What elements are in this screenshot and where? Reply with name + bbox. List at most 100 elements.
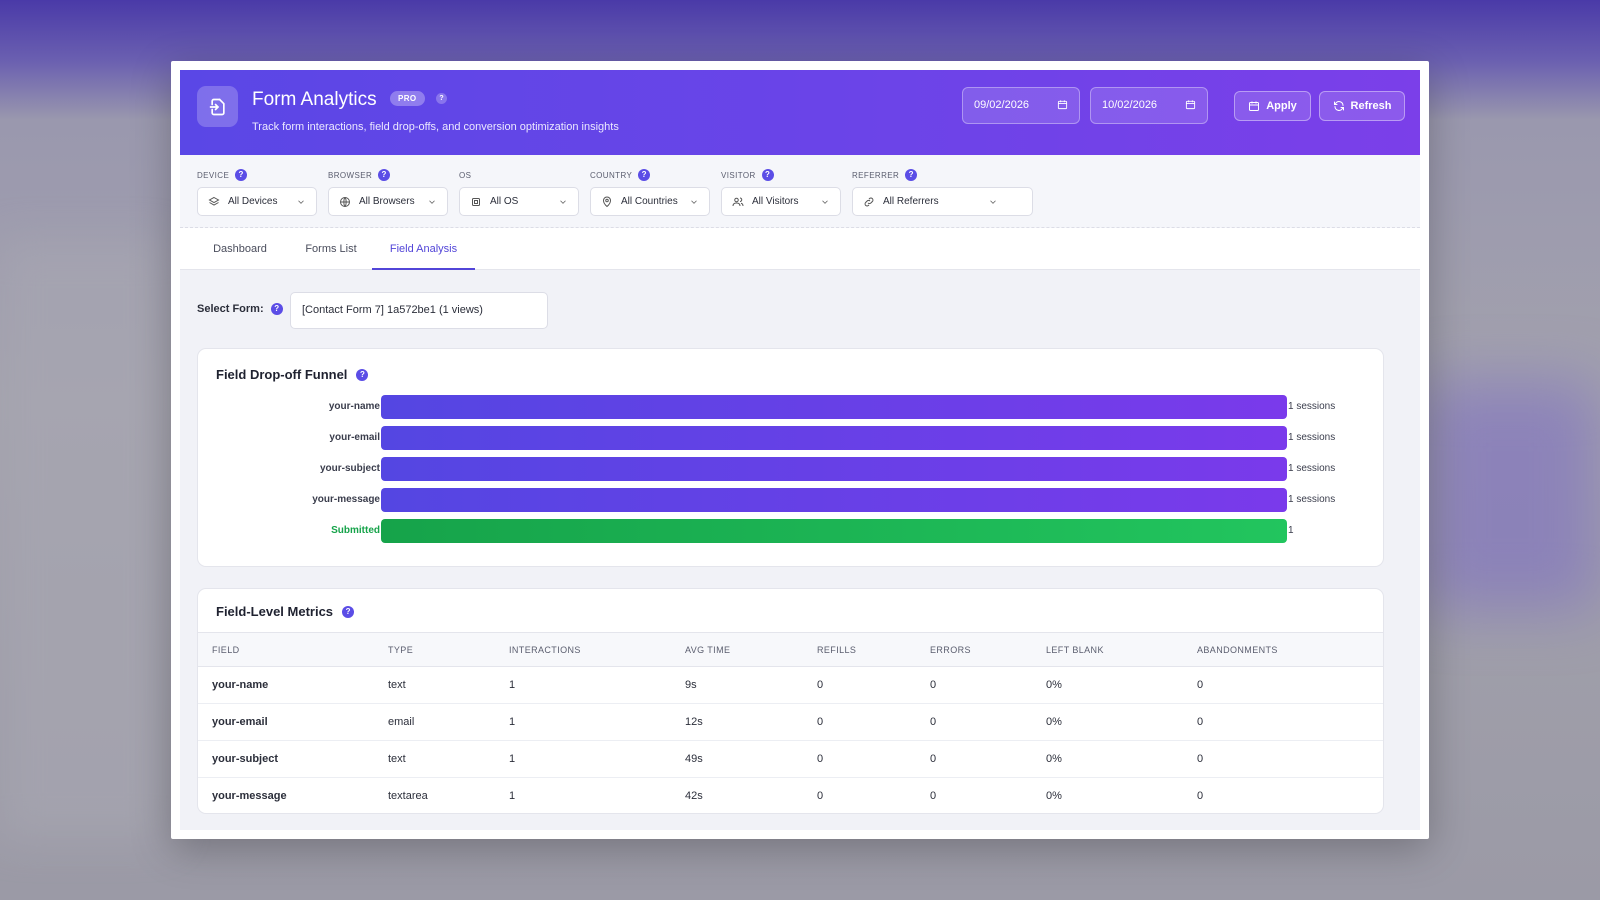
table-cell: 0 [916, 703, 1032, 741]
filter-label: DEVICE [197, 170, 230, 180]
help-icon[interactable]: ? [270, 303, 283, 315]
browser-value: All Browsers [359, 196, 415, 207]
end-date-input[interactable]: 10/02/2026 [1090, 87, 1208, 124]
help-icon[interactable]: ? [436, 93, 447, 104]
page-title: Form Analytics [252, 89, 377, 110]
map-pin-icon [602, 196, 612, 207]
filter-referrer: REFERRER? All Referrers [852, 168, 1033, 216]
apply-label: Apply [1266, 100, 1297, 112]
field-name-cell: your-message [212, 790, 287, 803]
table-cell: 49s [671, 740, 803, 778]
start-date-value: 09/02/2026 [974, 99, 1030, 111]
funnel-bar [381, 395, 1287, 419]
column-header: INTERACTIONS [495, 632, 671, 667]
globe-icon [340, 196, 350, 207]
pro-badge: PRO [390, 91, 425, 106]
metrics-title-text: Field-Level Metrics [216, 604, 334, 619]
apply-button[interactable]: Apply [1234, 91, 1311, 121]
funnel-row-label: your-message [312, 494, 380, 505]
funnel-bar-submitted [381, 519, 1287, 543]
funnel-card: Field Drop-off Funnel ? your-name 1 sessi… [197, 348, 1384, 567]
browser-select[interactable]: All Browsers [328, 187, 448, 216]
tab-dashboard[interactable]: Dashboard [213, 243, 267, 255]
calendar-icon[interactable] [1057, 99, 1068, 110]
end-date-value: 10/02/2026 [1102, 99, 1158, 111]
filter-label: VISITOR [721, 170, 756, 180]
field-name-cell: your-email [198, 703, 374, 741]
column-header: AVG TIME [671, 632, 803, 667]
filter-browser: BROWSER? All Browsers [328, 168, 448, 216]
select-form-label: Select Form: ? [197, 303, 283, 315]
table-cell: 0% [1032, 666, 1183, 704]
os-select[interactable]: All OS [459, 187, 579, 216]
funnel-row-count: 1 [1288, 525, 1294, 536]
table-cell: 42s [685, 790, 703, 803]
tab-forms-list[interactable]: Forms List [305, 243, 357, 255]
metrics-title: Field-Level Metrics ? [216, 604, 355, 619]
table-row: your-name text 1 9s 0 0 0% 0 [198, 666, 1383, 704]
start-date-input[interactable]: 09/02/2026 [962, 87, 1080, 124]
referrer-select[interactable]: All Referrers [852, 187, 1033, 216]
chevron-down-icon [691, 199, 697, 204]
column-header: TYPE [374, 632, 495, 667]
visitor-select[interactable]: All Visitors [721, 187, 841, 216]
country-value: All Countries [621, 196, 678, 207]
form-select[interactable]: [Contact Form 7] 1a572be1 (1 views) [290, 292, 548, 329]
table-cell: 0% [1032, 740, 1183, 778]
help-icon[interactable]: ? [356, 368, 369, 381]
chevron-down-icon [298, 199, 304, 204]
table-row: your-email email 1 12s 0 0 0% 0 [198, 703, 1383, 741]
table-cell: text [374, 740, 495, 778]
filter-visitor: VISITOR? All Visitors [721, 168, 841, 216]
visitor-value: All Visitors [752, 196, 799, 207]
table-cell: 0 [916, 740, 1032, 778]
funnel-title: Field Drop-off Funnel ? [216, 367, 369, 382]
column-header: FIELD [198, 632, 374, 667]
column-header: REFILLS [803, 632, 916, 667]
filter-label: REFERRER [852, 170, 900, 180]
table-cell: 0 [1197, 790, 1204, 803]
help-icon[interactable]: ? [638, 169, 651, 181]
table-cell: text [374, 666, 495, 704]
funnel-row: your-name 1 sessions [198, 395, 1385, 419]
users-icon [732, 197, 744, 206]
tab-field-analysis[interactable]: Field Analysis [372, 228, 475, 270]
page-subtitle: Track form interactions, field drop-offs… [252, 121, 619, 133]
funnel-row: your-subject 1 sessions [198, 457, 1385, 481]
funnel-bar [381, 426, 1287, 450]
column-header: LEFT BLANK [1032, 632, 1183, 667]
country-select[interactable]: All Countries [590, 187, 710, 216]
funnel-title-text: Field Drop-off Funnel [216, 367, 348, 382]
help-icon[interactable]: ? [235, 169, 248, 181]
calendar-icon[interactable] [1185, 99, 1196, 110]
os-value: All OS [490, 196, 519, 207]
help-icon[interactable]: ? [761, 169, 774, 181]
column-header: ABANDONMENTS [1183, 632, 1383, 667]
refresh-icon [1333, 101, 1344, 111]
funnel-row-label: your-email [329, 432, 380, 443]
help-icon[interactable]: ? [378, 169, 391, 181]
funnel-row-count: 1 sessions [1288, 463, 1336, 474]
table-cell: 1 [495, 666, 671, 704]
funnel-row-count: 1 sessions [1288, 401, 1336, 412]
layers-icon [208, 196, 220, 206]
field-name-cell: your-name [198, 666, 374, 704]
table-header-row: FIELD TYPE INTERACTIONS AVG TIME REFILLS ERRO… [198, 632, 1383, 667]
refresh-button[interactable]: Refresh [1319, 91, 1405, 121]
filter-bar: DEVICE? All Devices BROWSER? All Browser… [180, 155, 1420, 228]
help-icon[interactable]: ? [905, 169, 918, 181]
filter-country: COUNTRY? All Countries [590, 168, 710, 216]
table-row: your-message textarea 1 42s 0 0 0% 0 [198, 778, 1383, 814]
table-cell: 1 [495, 703, 671, 741]
chevron-down-icon [560, 199, 566, 204]
funnel-bar [381, 488, 1287, 512]
filter-label: OS [459, 170, 472, 180]
table-cell: 0 [803, 666, 916, 704]
device-select[interactable]: All Devices [197, 187, 317, 216]
help-icon[interactable]: ? [342, 605, 355, 618]
table-cell: 12s [671, 703, 803, 741]
table-cell: 0% [1046, 790, 1062, 803]
app-content: Form Analytics PRO ? Track form interact… [180, 70, 1420, 830]
funnel-bar [381, 457, 1287, 481]
table-cell: 1 [509, 790, 516, 803]
